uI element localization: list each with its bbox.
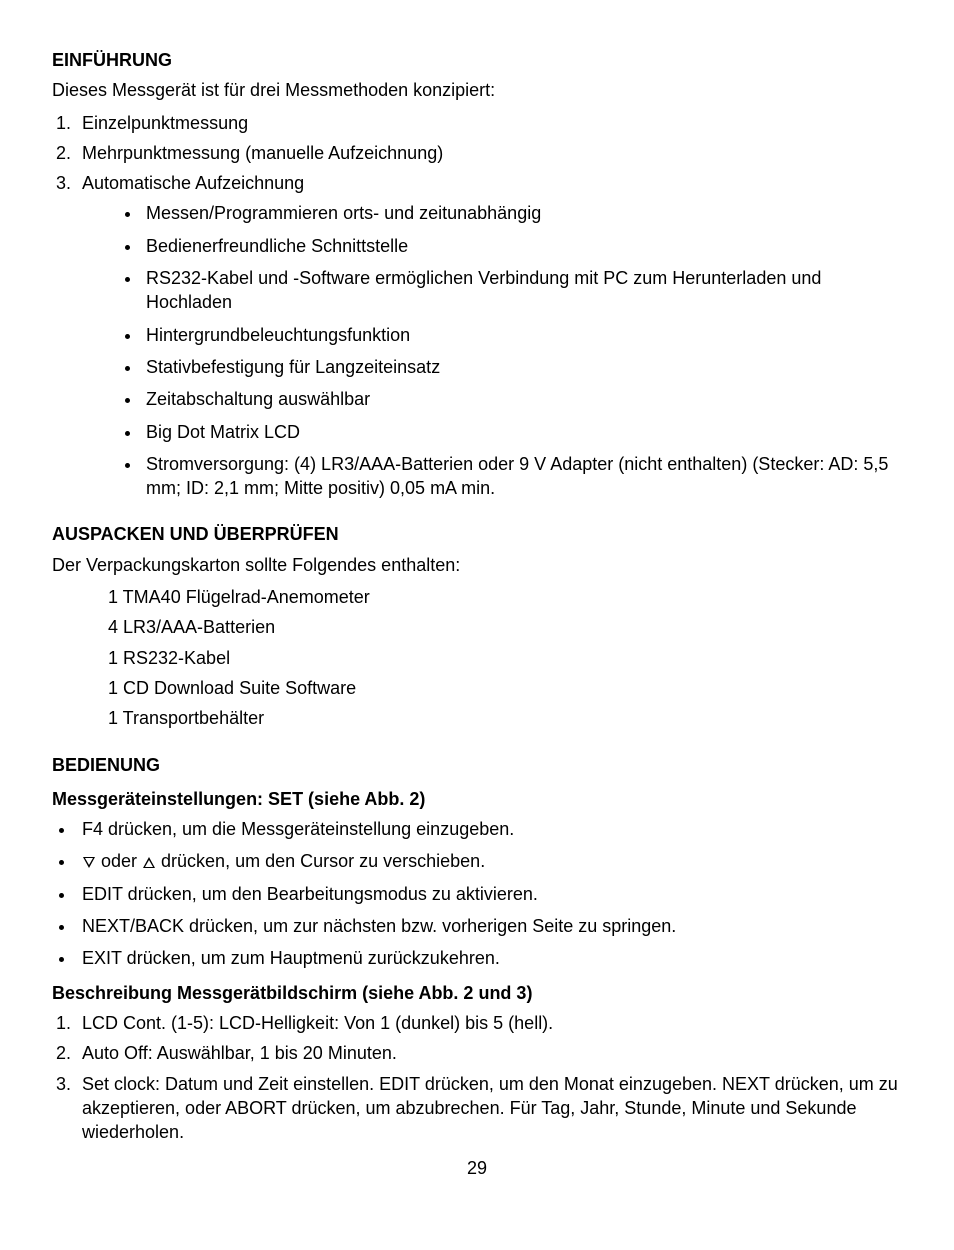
list-item: Stromversorgung: (4) LR3/AAA-Batterien o… <box>142 452 902 501</box>
list-item-label: Automatische Aufzeichnung <box>82 173 304 193</box>
list-item: Hintergrundbeleuchtungsfunktion <box>142 323 902 347</box>
numbered-list-screen: LCD Cont. (1-5): LCD-Helligkeit: Von 1 (… <box>52 1011 902 1144</box>
packing-list: 1 TMA40 Flügelrad-Anemometer 4 LR3/AAA-B… <box>52 585 902 730</box>
list-item: EDIT drücken, um den Bearbeitungsmodus z… <box>76 882 902 906</box>
list-item: Messen/Programmieren orts- und zeitunabh… <box>142 201 902 225</box>
triangle-up-icon <box>143 857 155 868</box>
list-item: Set clock: Datum und Zeit einstellen. ED… <box>76 1072 902 1145</box>
list-item: 1 RS232-Kabel <box>108 646 902 670</box>
section-heading-bedienung: BEDIENUNG <box>52 753 902 777</box>
list-item: EXIT drücken, um zum Hauptmenü zurückzuk… <box>76 946 902 970</box>
list-item: Big Dot Matrix LCD <box>142 420 902 444</box>
list-item: F4 drücken, um die Messgeräteinstellung … <box>76 817 902 841</box>
list-item: Auto Off: Auswählbar, 1 bis 20 Minuten. <box>76 1041 902 1065</box>
intro-text: Der Verpackungskarton sollte Folgendes e… <box>52 553 902 577</box>
list-item-arrows: oder drücken, um den Cursor zu verschieb… <box>76 849 902 873</box>
section-heading-auspacken: AUSPACKEN UND ÜBERPRÜFEN <box>52 522 902 546</box>
list-item: 1 CD Download Suite Software <box>108 676 902 700</box>
settings-bullet-list: F4 drücken, um die Messgeräteinstellung … <box>52 817 902 970</box>
list-item: NEXT/BACK drücken, um zur nächsten bzw. … <box>76 914 902 938</box>
list-item: 4 LR3/AAA-Batterien <box>108 615 902 639</box>
intro-text: Dieses Messgerät ist für drei Messmethod… <box>52 78 902 102</box>
numbered-list-methods: Einzelpunktmessung Mehrpunktmessung (man… <box>52 111 902 501</box>
subheading-screen-desc: Beschreibung Messgerätbildschirm (siehe … <box>52 981 902 1005</box>
text-fragment: drücken, um den Cursor zu verschieben. <box>156 851 485 871</box>
list-item: Stativbefestigung für Langzeiteinsatz <box>142 355 902 379</box>
list-item: 1 TMA40 Flügelrad-Anemometer <box>108 585 902 609</box>
list-item: Mehrpunktmessung (manuelle Aufzeichnung) <box>76 141 902 165</box>
list-item: Automatische Aufzeichnung Messen/Program… <box>76 171 902 500</box>
page-number: 29 <box>52 1156 902 1180</box>
feature-bullet-list: Messen/Programmieren orts- und zeitunabh… <box>82 201 902 500</box>
list-item: Bedienerfreundliche Schnittstelle <box>142 234 902 258</box>
section-heading-einfuehrung: EINFÜHRUNG <box>52 48 902 72</box>
list-item: 1 Transportbehälter <box>108 706 902 730</box>
text-fragment: oder <box>96 851 142 871</box>
list-item: Zeitabschaltung auswählbar <box>142 387 902 411</box>
list-item: RS232-Kabel und -Software ermöglichen Ve… <box>142 266 902 315</box>
triangle-down-icon <box>83 857 95 868</box>
list-item: Einzelpunktmessung <box>76 111 902 135</box>
subheading-settings: Messgeräteinstellungen: SET (siehe Abb. … <box>52 787 902 811</box>
list-item: LCD Cont. (1-5): LCD-Helligkeit: Von 1 (… <box>76 1011 902 1035</box>
